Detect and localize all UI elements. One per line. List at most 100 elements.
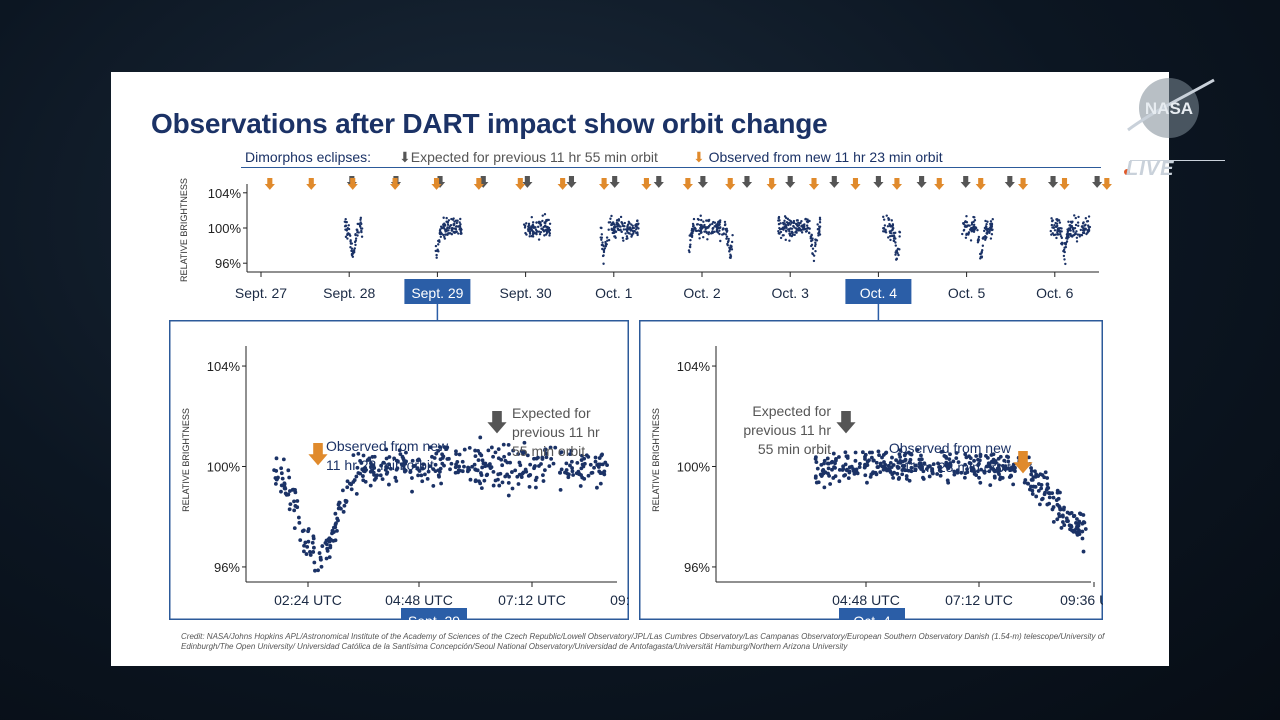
overview-point [787, 223, 790, 227]
sept29-chart-point [387, 482, 391, 487]
oct4-chart-point [1047, 495, 1052, 500]
sept29-chart-point [316, 568, 320, 573]
oct4-chart-point [1013, 469, 1017, 474]
overview-point [804, 230, 808, 233]
overview-point [889, 231, 892, 235]
oct4-chart-expected-label-line: 55 min orbit [758, 441, 831, 457]
observed-eclipse-arrow [389, 178, 401, 190]
overview-point [1050, 223, 1054, 227]
sept29-chart-point [543, 448, 547, 453]
sept29-chart-point [281, 457, 286, 462]
overview-point [458, 221, 461, 224]
oct4-chart-point [965, 467, 969, 472]
sept29-chart-point [491, 454, 495, 459]
oct4-chart-point [1029, 484, 1033, 489]
sept29-chart-point [432, 456, 437, 460]
oct4-chart-point [853, 450, 858, 455]
overview-point [539, 224, 542, 227]
overview-point [621, 224, 625, 228]
oct4-chart-expected-label-line: Expected for [752, 403, 831, 419]
sept29-chart-point [425, 477, 430, 481]
oct4-chart-xtick-label: 09:36 UTC [1060, 592, 1103, 608]
overview-point [882, 218, 886, 221]
expected-eclipse-arrow [522, 176, 533, 188]
oct4-chart-point [978, 454, 983, 459]
overview-point [1052, 226, 1055, 229]
overview-point [530, 225, 533, 228]
oct4-chart-point [914, 463, 918, 468]
sept29-chart-point [380, 477, 385, 481]
overview-point [989, 220, 993, 223]
overview-point [719, 226, 722, 229]
sept29-chart-point [345, 479, 350, 484]
sept29-chart-point [387, 455, 392, 459]
oct4-chart-point [1039, 486, 1044, 491]
sept29-chart-point [298, 538, 303, 542]
sept29-chart-point [522, 450, 527, 455]
sept29-chart-point [426, 469, 431, 474]
overview-point [620, 230, 623, 234]
sept29-chart-point [518, 463, 523, 468]
sept29-chart-point [598, 471, 603, 476]
overview-point [702, 225, 705, 228]
overview-point [887, 218, 890, 222]
oct4-chart: RELATIVE BRIGHTNESS 104% 100% 96% 04:48 UTC 0… [639, 320, 1103, 620]
overview-point [1059, 235, 1063, 238]
sept29-chart-observed-label-line2: 11 hr 23 min orbit [326, 457, 434, 473]
oct4-chart-point [1003, 464, 1008, 469]
sept29-chart-point [302, 543, 306, 548]
overview-point [447, 229, 450, 232]
sept29-chart-point [367, 456, 372, 461]
observed-eclipse-arrow [557, 178, 568, 190]
overview-point [891, 224, 894, 228]
oct4-chart-point [1046, 491, 1051, 495]
overview-point [445, 216, 448, 220]
sept29-chart-point [580, 453, 584, 458]
oct4-chart-point [952, 472, 957, 477]
oct4-chart-point [874, 472, 879, 477]
overview-point [882, 215, 885, 219]
overview-point [788, 229, 791, 233]
sept29-chart-point [279, 483, 284, 488]
sept29-chart-point [421, 462, 426, 467]
overview-point [1060, 227, 1063, 230]
sept29-chart-point [516, 452, 521, 456]
overview-point [346, 227, 349, 230]
overview-point [636, 226, 639, 229]
overview-point [350, 252, 354, 256]
oct4-chart-point [968, 461, 973, 466]
sept29-chart-point [516, 482, 521, 486]
overview-point [357, 222, 361, 226]
overview-point [1063, 241, 1066, 245]
overview-point [354, 233, 357, 237]
nasa-logo-icon: NASA [1127, 78, 1215, 138]
overview-point [1057, 219, 1061, 222]
overview-point [696, 223, 700, 226]
oct4-chart-point [939, 449, 944, 454]
overview-point [615, 222, 619, 226]
overview-point [1066, 237, 1069, 240]
overview-point [723, 220, 727, 224]
overview-point [886, 225, 890, 228]
overview-point [626, 228, 629, 231]
oct4-chart-observed-label-line1: Observed from new [889, 440, 1012, 456]
overview-point [724, 233, 728, 236]
expected-eclipse-arrow [741, 176, 753, 188]
sept29-chart-point [408, 470, 413, 475]
overview-point [600, 233, 604, 236]
overview-point [437, 243, 440, 246]
sept29-chart-point [541, 479, 546, 483]
sept29-chart-point [511, 448, 516, 453]
oct4-chart-point [833, 474, 838, 479]
overview-point [702, 235, 705, 239]
overview-point [439, 235, 443, 238]
overview-point [802, 224, 806, 228]
sept29-chart-expected-arrow-icon [487, 411, 507, 434]
sept29-chart-point [551, 461, 556, 466]
oct4-chart-point [814, 480, 819, 485]
overview-point [816, 228, 820, 231]
overview-point [804, 218, 807, 221]
sept29-chart-point [349, 482, 354, 487]
sept29-chart-point [312, 545, 316, 550]
overview-point [985, 232, 988, 235]
